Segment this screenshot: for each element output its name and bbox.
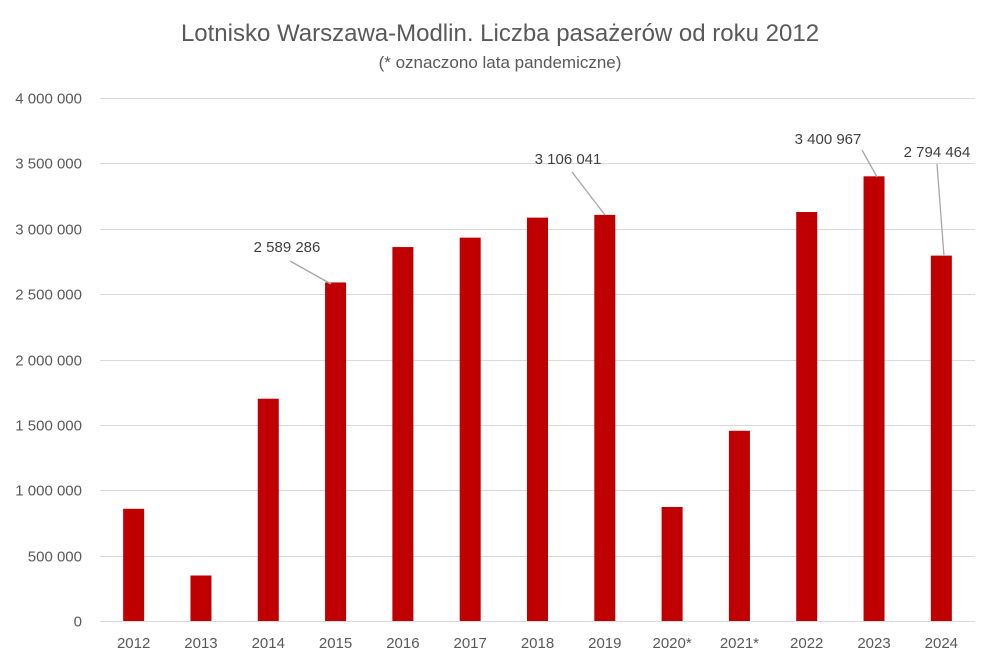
x-tick-label: 2023 — [857, 635, 890, 652]
bar — [796, 212, 818, 621]
x-tick-label: 2019 — [588, 635, 621, 652]
data-label: 3 400 967 — [795, 131, 862, 148]
bar — [930, 255, 952, 621]
bar — [728, 430, 750, 621]
x-tick-label: 2020* — [653, 635, 692, 652]
x-tick-label: 2016 — [386, 635, 419, 652]
bar — [325, 282, 347, 621]
x-tick-label: 2021* — [720, 635, 759, 652]
y-tick-label: 4 000 000 — [15, 91, 82, 108]
bar — [392, 247, 414, 621]
bar — [459, 237, 481, 622]
bar — [594, 214, 616, 621]
bar — [863, 176, 885, 622]
bar — [661, 506, 683, 621]
data-label: 2 589 286 — [254, 239, 321, 256]
x-tick-label: 2024 — [925, 635, 958, 652]
y-tick-label: 500 000 — [28, 549, 82, 566]
bar — [527, 217, 548, 622]
leader-line — [289, 260, 332, 285]
bar — [190, 575, 212, 621]
bar — [257, 398, 279, 621]
leader-line — [861, 149, 878, 178]
x-tick-label: 2022 — [790, 635, 823, 652]
y-axis-tick-labels: 0 500 000 1 000 000 1 500 000 2 000 000 2 500… — [15, 91, 82, 631]
chart-subtitle: (* oznaczono lata pandemiczne) — [379, 53, 622, 72]
chart-title: Lotnisko Warszawa-Modlin. Liczba pasażer… — [181, 20, 819, 47]
leader-line — [571, 171, 606, 216]
bars — [123, 176, 952, 622]
x-tick-label: 2014 — [252, 635, 285, 652]
data-label: 2 794 464 — [904, 144, 971, 161]
x-tick-label: 2018 — [521, 635, 554, 652]
bar — [123, 508, 145, 621]
data-labels: 2 589 286 3 106 041 3 400 967 2 794 464 — [254, 131, 971, 256]
x-axis-tick-labels: 2012 2013 2014 2015 2016 2017 2018 2019 2020* 202… — [117, 635, 958, 652]
x-tick-label: 2013 — [184, 635, 217, 652]
data-label-leader-lines — [289, 149, 945, 285]
y-tick-label: 3 500 000 — [15, 156, 82, 173]
y-tick-label: 2 500 000 — [15, 287, 82, 304]
x-tick-label: 2017 — [454, 635, 487, 652]
x-tick-label: 2015 — [319, 635, 352, 652]
y-tick-label: 3 000 000 — [15, 222, 82, 239]
y-tick-label: 1 500 000 — [15, 418, 82, 435]
y-tick-label: 0 — [74, 614, 82, 631]
leader-line — [936, 163, 945, 257]
x-tick-label: 2012 — [117, 635, 150, 652]
y-tick-label: 2 000 000 — [15, 353, 82, 370]
y-tick-label: 1 000 000 — [15, 483, 82, 500]
data-label: 3 106 041 — [535, 151, 602, 168]
